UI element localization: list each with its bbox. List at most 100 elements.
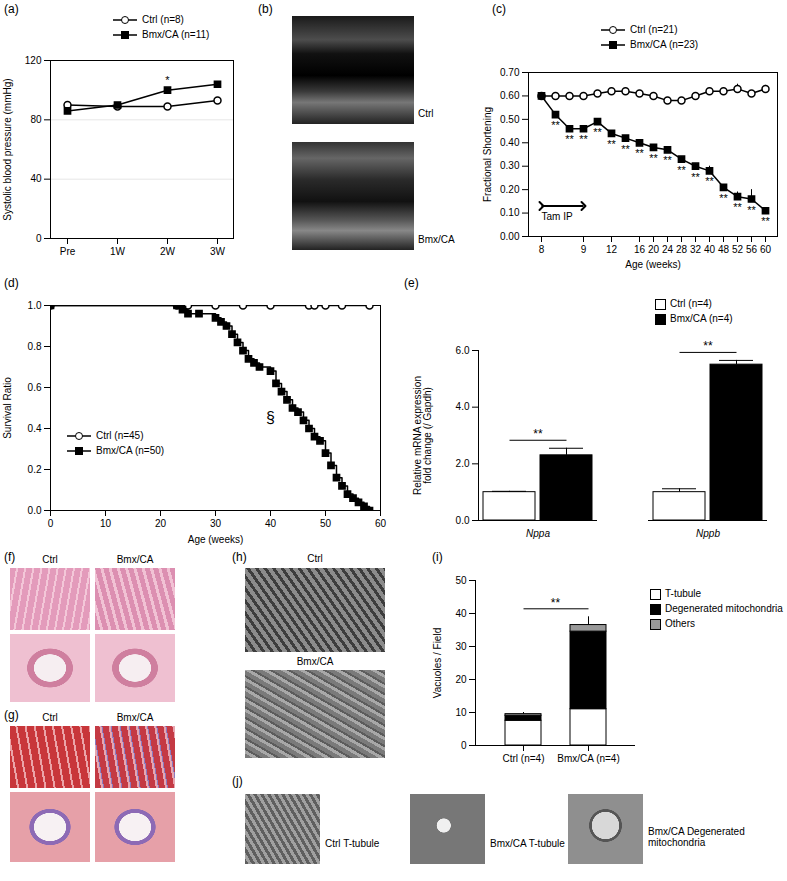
svg-text:50: 50: [455, 575, 467, 586]
svg-text:120: 120: [25, 55, 42, 66]
svg-text:Fractional Shortening: Fractional Shortening: [482, 107, 493, 202]
html-text:Bmx/CA Degenerated mitochondri: Bmx/CA Degenerated mitochondria: [648, 826, 745, 848]
svg-text:Age (weeks): Age (weeks): [625, 259, 681, 270]
html-text:(a): (a): [4, 2, 19, 16]
svg-text:*: *: [165, 74, 170, 86]
svg-text:80: 80: [30, 114, 42, 125]
svg-text:40: 40: [455, 608, 467, 619]
svg-text:60: 60: [760, 244, 772, 255]
svg-text:**: **: [663, 154, 672, 166]
svg-text:3W: 3W: [210, 246, 226, 257]
svg-text:Tam IP: Tam IP: [542, 211, 573, 222]
svg-text:**: **: [621, 143, 630, 155]
svg-text:**: **: [703, 339, 713, 353]
html-text:(f): (f): [4, 550, 16, 564]
svg-text:Survival Ratio: Survival Ratio: [2, 377, 13, 439]
svg-text:0.40: 0.40: [500, 137, 520, 148]
svg-text:1W: 1W: [110, 246, 126, 257]
html-text:(h): (h): [232, 550, 247, 564]
svg-text:52: 52: [732, 244, 744, 255]
svg-text:0: 0: [48, 518, 54, 529]
svg-text:30: 30: [455, 641, 467, 652]
svg-text:0: 0: [36, 233, 42, 244]
svg-text:**: **: [705, 175, 714, 187]
html-text:Bmx/CA: Bmx/CA: [418, 234, 455, 245]
svg-text:10: 10: [100, 518, 112, 529]
svg-text:9: 9: [581, 244, 587, 255]
svg-text:40: 40: [265, 518, 277, 529]
svg-text:**: **: [691, 171, 700, 183]
html-text:Ctrl (n=21): Ctrl (n=21): [630, 24, 678, 35]
svg-text:1.0: 1.0: [28, 300, 42, 311]
html-text:(c): (c): [492, 2, 506, 16]
svg-text:Age (weeks): Age (weeks): [188, 534, 244, 545]
svg-text:60: 60: [375, 518, 387, 529]
svg-text:56: 56: [746, 244, 758, 255]
svg-text:0.50: 0.50: [500, 114, 520, 125]
html-text:(d): (d): [4, 276, 19, 290]
svg-text:Bmx/CA (n=4): Bmx/CA (n=4): [557, 753, 620, 764]
svg-text:0.10: 0.10: [500, 207, 520, 218]
svg-text:20: 20: [648, 244, 660, 255]
svg-text:0.0: 0.0: [28, 505, 42, 516]
svg-text:Pre: Pre: [60, 246, 76, 257]
svg-text:6.0: 6.0: [456, 345, 470, 356]
html-text:Ctrl: Ctrl: [418, 108, 434, 119]
svg-text:0.4: 0.4: [28, 423, 42, 434]
svg-text:Nppb: Nppb: [696, 528, 720, 539]
svg-text:**: **: [677, 164, 686, 176]
svg-text:**: **: [635, 147, 644, 159]
svg-text:0.30: 0.30: [500, 160, 520, 171]
svg-text:Systolic blood pressure (mmHg): Systolic blood pressure (mmHg): [2, 78, 13, 220]
svg-text:0.0: 0.0: [456, 515, 470, 526]
svg-text:Nppa: Nppa: [526, 528, 550, 539]
svg-text:0.6: 0.6: [28, 382, 42, 393]
svg-text:32: 32: [690, 244, 702, 255]
svg-text:40: 40: [30, 173, 42, 184]
svg-text:20: 20: [155, 518, 167, 529]
svg-text:**: **: [649, 152, 658, 164]
svg-text:4.0: 4.0: [456, 401, 470, 412]
svg-text:Vacuoles / Field: Vacuoles / Field: [432, 628, 443, 698]
html-text:(g): (g): [4, 708, 19, 722]
svg-text:0.20: 0.20: [500, 184, 520, 195]
svg-text:24: 24: [662, 244, 674, 255]
svg-text:2.0: 2.0: [456, 458, 470, 469]
html-text:(b): (b): [258, 2, 273, 16]
svg-text:12: 12: [606, 244, 618, 255]
svg-text:16: 16: [634, 244, 646, 255]
svg-text:**: **: [719, 192, 728, 204]
svg-text:20: 20: [455, 674, 467, 685]
svg-text:0.00: 0.00: [500, 231, 520, 242]
svg-text:0.8: 0.8: [28, 341, 42, 352]
svg-text:Relative mRNA expressionfold c: Relative mRNA expressionfold change (/ G…: [412, 376, 433, 495]
svg-text:§: §: [266, 409, 275, 426]
svg-text:0: 0: [461, 740, 467, 751]
svg-text:10: 10: [455, 707, 467, 718]
svg-text:**: **: [733, 201, 742, 213]
svg-text:**: **: [533, 427, 543, 441]
svg-text:**: **: [551, 119, 560, 131]
svg-text:**: **: [579, 133, 588, 145]
svg-text:48: 48: [718, 244, 730, 255]
svg-text:0.60: 0.60: [500, 90, 520, 101]
svg-text:0.2: 0.2: [28, 464, 42, 475]
html-text:Bmx/CA (n=23): Bmx/CA (n=23): [630, 39, 699, 50]
svg-text:Ctrl (n=4): Ctrl (n=4): [503, 753, 545, 764]
svg-text:**: **: [593, 126, 602, 138]
html-text:(e): (e): [404, 276, 419, 290]
svg-text:2W: 2W: [160, 246, 176, 257]
svg-text:**: **: [607, 138, 616, 150]
html-text:Bmx/CA (n=11): Bmx/CA (n=11): [142, 29, 210, 40]
svg-text:**: **: [747, 204, 756, 216]
svg-text:8: 8: [539, 244, 545, 255]
svg-text:50: 50: [320, 518, 332, 529]
html-text:Ctrl (n=8): Ctrl (n=8): [142, 14, 184, 25]
svg-text:28: 28: [676, 244, 688, 255]
svg-text:30: 30: [210, 518, 222, 529]
svg-text:**: **: [551, 596, 561, 610]
svg-text:**: **: [761, 215, 770, 227]
svg-text:0.70: 0.70: [500, 67, 520, 78]
svg-text:40: 40: [704, 244, 716, 255]
svg-text:**: **: [565, 133, 574, 145]
